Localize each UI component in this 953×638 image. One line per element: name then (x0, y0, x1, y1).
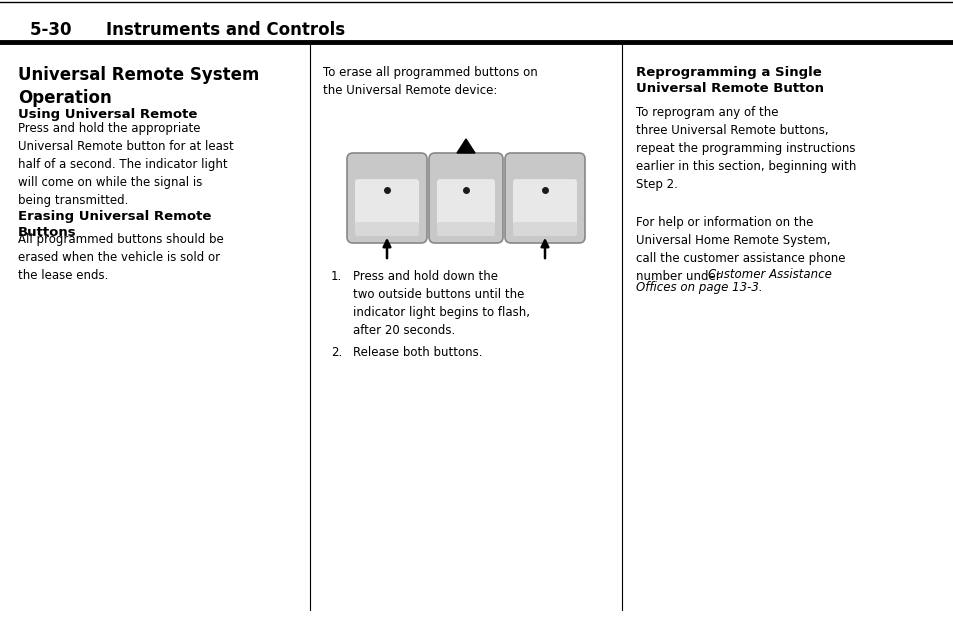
FancyBboxPatch shape (429, 153, 502, 243)
FancyBboxPatch shape (513, 222, 577, 236)
Text: 1.: 1. (331, 270, 342, 283)
Text: 5-30      Instruments and Controls: 5-30 Instruments and Controls (30, 21, 345, 39)
FancyBboxPatch shape (436, 179, 495, 228)
Text: To erase all programmed buttons on
the Universal Remote device:: To erase all programmed buttons on the U… (323, 66, 537, 97)
Text: To reprogram any of the
three Universal Remote buttons,
repeat the programming i: To reprogram any of the three Universal … (636, 106, 856, 191)
Text: 2.: 2. (331, 346, 342, 359)
Text: Using Universal Remote: Using Universal Remote (18, 108, 197, 121)
Text: For help or information on the
Universal Home Remote System,
call the customer a: For help or information on the Universal… (636, 216, 844, 283)
FancyBboxPatch shape (504, 153, 584, 243)
FancyBboxPatch shape (355, 222, 418, 236)
Text: Press and hold the appropriate
Universal Remote button for at least
half of a se: Press and hold the appropriate Universal… (18, 122, 233, 207)
FancyBboxPatch shape (513, 179, 577, 228)
Text: Release both buttons.: Release both buttons. (353, 346, 482, 359)
Text: Offices on page 13-3.: Offices on page 13-3. (636, 281, 761, 294)
Text: Customer Assistance: Customer Assistance (707, 268, 831, 281)
Text: Erasing Universal Remote
Buttons: Erasing Universal Remote Buttons (18, 210, 212, 239)
FancyBboxPatch shape (347, 153, 427, 243)
FancyBboxPatch shape (355, 179, 418, 228)
Text: Press and hold down the
two outside buttons until the
indicator light begins to : Press and hold down the two outside butt… (353, 270, 530, 337)
Text: Reprogramming a Single
Universal Remote Button: Reprogramming a Single Universal Remote … (636, 66, 823, 96)
Polygon shape (456, 139, 475, 153)
Text: Universal Remote System
Operation: Universal Remote System Operation (18, 66, 259, 107)
Text: All programmed buttons should be
erased when the vehicle is sold or
the lease en: All programmed buttons should be erased … (18, 233, 224, 282)
FancyBboxPatch shape (436, 222, 495, 236)
